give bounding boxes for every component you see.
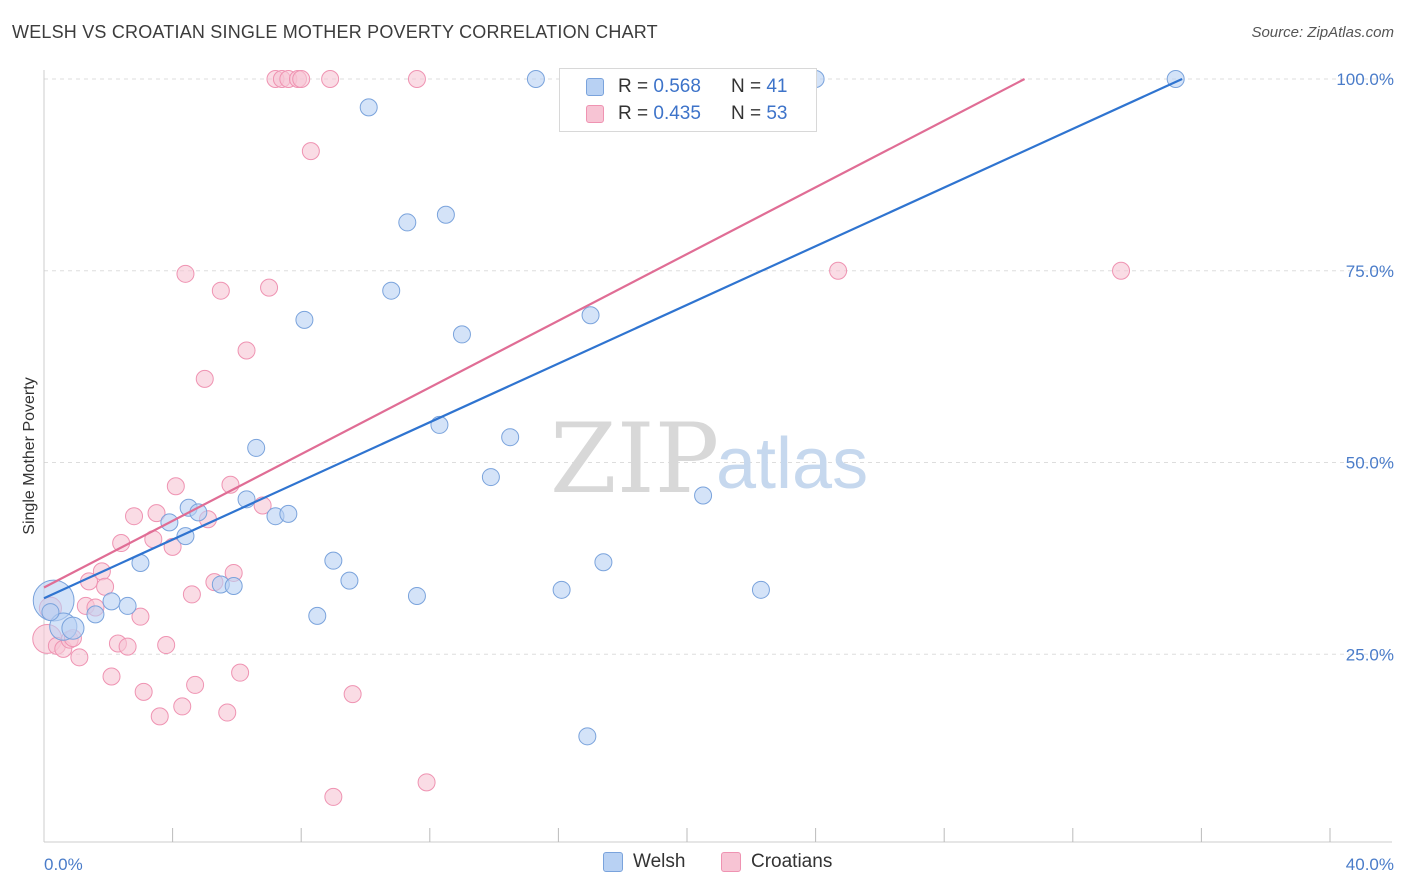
croatian-point [829, 261, 848, 280]
grid-layer [44, 78, 1392, 655]
tick-layer: 25.0% 50.0% 75.0% 100.0% 0.0% 40.0% [44, 70, 1394, 874]
croatian-point [324, 787, 343, 806]
welsh-point [407, 586, 426, 605]
croatian-point [343, 685, 362, 704]
croatian-point [112, 534, 131, 553]
y-tick-label: 100.0% [1336, 70, 1394, 89]
croatian-point [118, 637, 137, 656]
x-tick-label-max: 40.0% [1346, 855, 1394, 874]
croatian-point [260, 278, 279, 297]
croatian-point [186, 675, 205, 694]
croatian-point [134, 682, 153, 701]
croatian-point [417, 773, 436, 792]
welsh-point [382, 281, 401, 300]
croatian-legend-swatch [721, 852, 741, 872]
welsh-r-value: 0.568 [653, 76, 701, 97]
croatian-point [231, 663, 250, 682]
croatian-point [173, 697, 192, 716]
croatian-point [182, 585, 201, 604]
croatian-point [1112, 261, 1131, 280]
welsh-point [118, 596, 137, 615]
croatian-point [150, 707, 169, 726]
watermark-atlas: atlas [716, 424, 868, 504]
welsh-point [279, 504, 298, 523]
watermark-zip: ZIP [550, 403, 719, 515]
welsh-point [102, 592, 121, 611]
croatian-point [321, 70, 340, 88]
y-tick-label: 50.0% [1346, 454, 1394, 473]
welsh-swatch [586, 78, 604, 96]
welsh-point [694, 486, 713, 505]
croatian-n-value: 53 [766, 103, 788, 124]
croatian-point [131, 607, 150, 626]
croatian-point [147, 504, 166, 523]
welsh-point [552, 580, 571, 599]
croatian-point [157, 636, 176, 655]
welsh-n-value: 41 [766, 76, 788, 97]
axis-layer [43, 70, 1392, 843]
legend-row-welsh: R = 0.568 N = 41 [586, 74, 787, 100]
welsh-point [324, 551, 343, 570]
welsh-point [578, 727, 597, 746]
source-label: Source: ZipAtlas.com [1251, 24, 1394, 41]
welsh-point [398, 213, 417, 232]
welsh-point [594, 553, 613, 572]
welsh-point [41, 603, 60, 622]
croatian-point [237, 341, 256, 360]
croatian-point [195, 369, 214, 388]
croatian-point [211, 281, 230, 300]
welsh-point [340, 571, 359, 590]
croatian-point [218, 703, 237, 722]
croatian-swatch [586, 105, 604, 123]
welsh-point [751, 580, 770, 599]
welsh-point [86, 605, 105, 624]
legend-item-croatians[interactable]: Croatians [721, 851, 832, 873]
x-tick-label-min: 0.0% [44, 855, 83, 874]
croatian-point [176, 264, 195, 283]
legend-row-croatians: R = 0.435 N = 53 [586, 101, 787, 127]
croatian-trend-line [43, 78, 1026, 589]
welsh-point [247, 438, 266, 457]
watermark: ZIP atlas [550, 403, 868, 515]
welsh-point [501, 428, 520, 447]
y-tick-label: 75.0% [1346, 262, 1394, 281]
trend-layer [43, 77, 1183, 600]
welsh-point [526, 70, 545, 88]
croatian-point [166, 477, 185, 496]
welsh-r-label: R = [618, 76, 649, 97]
welsh-point [224, 576, 243, 595]
welsh-n-label: N = [730, 76, 762, 97]
croatian-point [70, 648, 89, 667]
welsh-point [308, 606, 327, 625]
stats-legend: R = 0.568 N = 41 R = 0.435 N = 53 [559, 68, 817, 132]
series-legend: Welsh Croatians [0, 851, 1406, 877]
croatian-point [292, 70, 311, 88]
croatian-n-label: N = [730, 103, 762, 124]
welsh-point [436, 205, 455, 224]
croatian-r-label: R = [618, 103, 649, 124]
croatian-point [125, 507, 144, 526]
croatian-point [301, 142, 320, 161]
welsh-legend-label: Welsh [633, 851, 686, 872]
legend-item-welsh[interactable]: Welsh [603, 851, 685, 873]
y-axis-title: Single Mother Poverty [21, 377, 38, 534]
welsh-point [295, 310, 314, 329]
welsh-point [481, 468, 500, 487]
chart-title: WELSH VS CROATIAN SINGLE MOTHER POVERTY … [12, 22, 658, 42]
welsh-point [452, 325, 471, 344]
welsh-point [359, 98, 378, 117]
welsh-legend-swatch [603, 852, 623, 872]
welsh-point [581, 306, 600, 325]
welsh-point [61, 616, 85, 640]
y-tick-label: 25.0% [1346, 645, 1394, 664]
croatian-legend-label: Croatians [751, 851, 833, 872]
croatian-point [102, 667, 121, 686]
croatian-point [407, 70, 426, 88]
welsh-trend-line [43, 77, 1183, 600]
croatian-r-value: 0.435 [653, 103, 701, 124]
